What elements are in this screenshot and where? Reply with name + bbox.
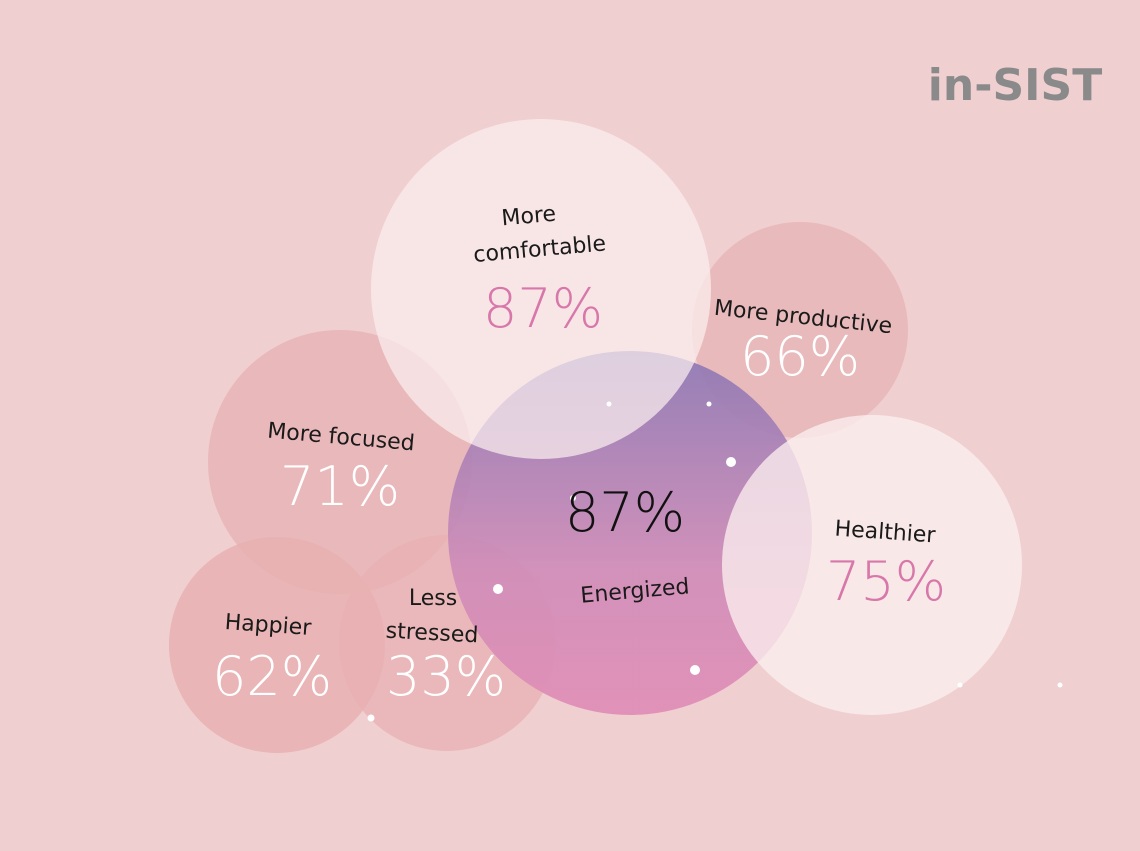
bubble [371,119,711,459]
bubble-value: 87% [483,277,603,340]
bubble-label: stressed [385,619,479,649]
bubble [169,537,385,753]
bubble-value: 33% [386,645,506,708]
bubble-label: Less [409,586,457,611]
bubble-value: 71% [280,455,400,518]
bubble-label: More [501,202,558,232]
bubble [722,415,1022,715]
decor-dots [367,401,1063,722]
bubble [208,330,472,594]
bubble-label: Happier [224,610,313,641]
bubble-value: 75% [826,550,946,613]
bubble-value: 87% [565,481,685,544]
logo: in-SIST [928,60,1102,111]
bubble [692,222,908,438]
bubble-value: 62% [212,645,332,708]
bubble-value: 66% [740,325,860,388]
